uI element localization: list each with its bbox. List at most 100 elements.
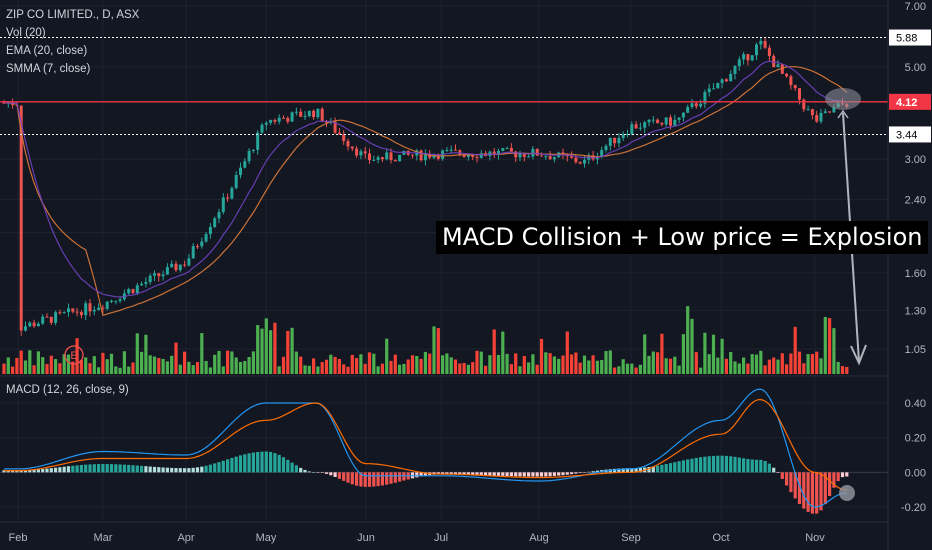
- macd-histogram-bar: [617, 468, 621, 473]
- volume-bar: [806, 354, 810, 374]
- volume-bar: [767, 359, 771, 374]
- volume-bar: [772, 357, 776, 374]
- volume-bar: [15, 357, 19, 374]
- candle-body: [475, 156, 479, 158]
- macd-histogram-bar: [453, 472, 458, 475]
- volume-bar: [88, 363, 92, 374]
- candle-body: [712, 88, 715, 90]
- level-tag: [889, 93, 931, 110]
- candle-body: [419, 150, 423, 161]
- volume-bar: [260, 328, 264, 374]
- candle-body: [204, 234, 208, 242]
- macd-histogram-bar: [570, 472, 574, 475]
- candle-body: [793, 85, 797, 89]
- volume-bar: [269, 330, 273, 374]
- volume-bar: [423, 351, 427, 374]
- volume-bar: [677, 365, 681, 374]
- candle-body: [144, 282, 148, 284]
- candle-body: [785, 73, 789, 77]
- earnings-label: E: [70, 350, 77, 362]
- macd-histogram-bar: [737, 457, 741, 473]
- macd-histogram-bar: [329, 472, 333, 476]
- macd-histogram-bar: [109, 464, 114, 473]
- candle-body: [634, 124, 638, 129]
- macd-histogram-bar: [170, 467, 174, 473]
- macd-histogram-bar: [256, 451, 260, 473]
- macd-histogram-bar: [152, 466, 157, 473]
- macd-histogram-bar: [204, 465, 208, 473]
- candle-body: [733, 66, 737, 75]
- volume-bar: [591, 355, 595, 374]
- macd-histogram-bar: [363, 472, 367, 487]
- candle-body: [492, 151, 496, 155]
- volume-bar: [251, 351, 255, 374]
- candle-body: [540, 155, 543, 157]
- macd-histogram-bar: [647, 466, 651, 473]
- volume-bar: [178, 364, 182, 374]
- volume-bar: [226, 350, 230, 374]
- volume-bar: [724, 358, 728, 374]
- volume-bar: [604, 351, 608, 374]
- volume-bar: [195, 362, 200, 374]
- macd-histogram-bar: [200, 466, 204, 473]
- macd-histogram-bar: [638, 467, 642, 473]
- macd-histogram-bar: [208, 464, 212, 473]
- volume-bar: [41, 357, 45, 374]
- candle-body: [28, 322, 32, 327]
- candle-body: [423, 153, 427, 161]
- annotation-text[interactable]: MACD Collision + Low price = Explosion: [436, 221, 929, 254]
- macd-histogram-bar: [316, 472, 320, 473]
- drawings[interactable]: E: [64, 88, 867, 501]
- macd-histogram-bar: [350, 472, 354, 485]
- macd-histogram-bar: [15, 470, 19, 473]
- candle-body: [819, 112, 823, 122]
- macd-histogram-bar: [767, 463, 771, 473]
- legend-volume[interactable]: Vol (20): [6, 27, 46, 39]
- volume-bar: [28, 350, 32, 374]
- candle-body: [200, 241, 204, 247]
- y-tick-label: 1.60: [905, 268, 926, 280]
- volume-bar: [84, 357, 88, 374]
- macd-histogram-bar: [269, 451, 273, 473]
- symbol-title[interactable]: ZIP CO LIMITED., D, ASX: [6, 9, 140, 21]
- volume-bar: [183, 351, 187, 374]
- candle-body: [303, 116, 307, 118]
- volume-bar: [527, 362, 531, 374]
- macd-histogram-bar: [819, 472, 823, 511]
- volume-bar: [496, 354, 501, 374]
- legend-ema[interactable]: EMA (20, close): [6, 45, 88, 57]
- candle-body: [337, 132, 341, 135]
- candle-body: [105, 301, 109, 309]
- candle-body: [45, 316, 49, 318]
- volume-bar: [32, 365, 36, 374]
- candle-body: [445, 149, 449, 151]
- candle-body: [798, 88, 801, 100]
- volume-bar: [845, 366, 849, 374]
- volume-bar: [518, 366, 522, 374]
- macd-histogram-bar: [651, 466, 655, 473]
- macd-histogram-bar: [664, 464, 668, 473]
- legend-macd[interactable]: MACD (12, 26, close, 9): [6, 384, 129, 396]
- macd-histogram-bar: [97, 464, 101, 473]
- macd-histogram-bar: [165, 467, 169, 473]
- volume-bar: [350, 354, 354, 374]
- volume-bar: [45, 363, 49, 374]
- volume-bar: [385, 338, 389, 374]
- macd-histogram-bar: [105, 464, 109, 473]
- volume-bar: [793, 326, 797, 374]
- macd-histogram-bar: [79, 464, 83, 473]
- macd-histogram-bar: [673, 462, 677, 473]
- volume-bar: [475, 350, 479, 374]
- volume-bar: [432, 326, 436, 374]
- volume-bar: [101, 352, 105, 374]
- volume-bar: [699, 367, 703, 374]
- legend-smma[interactable]: SMMA (7, close): [6, 63, 91, 75]
- macd-histogram-bar: [613, 468, 617, 473]
- volume-bar: [221, 366, 225, 374]
- volume-bar: [484, 365, 488, 374]
- macd-histogram-bar: [750, 459, 754, 473]
- candle-body: [135, 285, 139, 294]
- volume-bar: [406, 359, 410, 374]
- volume-bar: [587, 360, 591, 374]
